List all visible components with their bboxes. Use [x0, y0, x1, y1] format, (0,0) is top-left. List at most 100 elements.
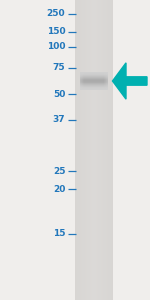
- Bar: [81, 73, 82, 74]
- Bar: [89, 74, 90, 75]
- Bar: [92, 77, 93, 78]
- Bar: [100, 75, 101, 76]
- Bar: [81, 87, 82, 88]
- Bar: [81, 83, 82, 84]
- Bar: [91, 76, 92, 77]
- Bar: [89, 81, 90, 82]
- Bar: [102, 72, 103, 73]
- Bar: [82, 77, 83, 78]
- Bar: [108, 0, 109, 300]
- Bar: [98, 79, 99, 80]
- Bar: [110, 0, 111, 300]
- Bar: [105, 85, 106, 86]
- Bar: [84, 0, 85, 300]
- Bar: [94, 72, 95, 73]
- Bar: [82, 77, 83, 78]
- Bar: [94, 75, 95, 76]
- Bar: [90, 86, 91, 87]
- Bar: [91, 80, 92, 81]
- Bar: [105, 84, 106, 85]
- Bar: [104, 86, 105, 87]
- Bar: [107, 83, 108, 84]
- Bar: [82, 84, 83, 85]
- Bar: [102, 88, 103, 89]
- Bar: [97, 83, 98, 84]
- Bar: [89, 83, 90, 84]
- Bar: [80, 79, 81, 80]
- Bar: [86, 76, 87, 77]
- Bar: [95, 81, 96, 82]
- Bar: [87, 81, 88, 82]
- Bar: [80, 81, 81, 82]
- Bar: [81, 74, 82, 75]
- Bar: [98, 89, 99, 90]
- Bar: [85, 80, 86, 81]
- Bar: [107, 78, 108, 79]
- Bar: [100, 72, 101, 73]
- Bar: [100, 88, 101, 89]
- Bar: [107, 75, 108, 76]
- Bar: [83, 83, 84, 84]
- Bar: [107, 84, 108, 85]
- Bar: [84, 84, 85, 85]
- Text: 20: 20: [53, 184, 65, 194]
- Bar: [81, 81, 82, 82]
- Bar: [104, 87, 105, 88]
- Bar: [94, 89, 95, 90]
- Bar: [80, 86, 81, 87]
- Bar: [104, 73, 105, 74]
- Bar: [92, 72, 93, 73]
- Bar: [88, 78, 89, 79]
- Bar: [82, 81, 83, 82]
- Bar: [92, 89, 93, 90]
- Bar: [107, 74, 108, 75]
- Bar: [90, 80, 91, 81]
- Bar: [83, 81, 84, 82]
- Bar: [93, 0, 94, 300]
- Bar: [106, 73, 107, 74]
- Bar: [101, 83, 102, 84]
- Bar: [89, 77, 90, 78]
- Bar: [93, 72, 94, 73]
- Bar: [76, 0, 77, 300]
- Bar: [87, 89, 88, 90]
- Bar: [83, 86, 84, 87]
- Bar: [84, 76, 85, 77]
- Bar: [87, 72, 88, 73]
- Bar: [103, 80, 104, 81]
- Bar: [105, 75, 106, 76]
- Bar: [100, 73, 101, 74]
- Bar: [80, 87, 81, 88]
- Text: 50: 50: [53, 90, 65, 99]
- Bar: [86, 89, 87, 90]
- Bar: [96, 89, 97, 90]
- Bar: [102, 87, 103, 88]
- Bar: [95, 73, 96, 74]
- Bar: [103, 88, 104, 89]
- Bar: [94, 88, 95, 89]
- Bar: [107, 88, 108, 89]
- Bar: [90, 79, 91, 80]
- Bar: [90, 0, 91, 300]
- Bar: [100, 80, 101, 81]
- Bar: [91, 83, 92, 84]
- Bar: [106, 0, 107, 300]
- Bar: [82, 86, 83, 87]
- Bar: [93, 76, 94, 77]
- Bar: [96, 0, 97, 300]
- Bar: [91, 87, 92, 88]
- Bar: [101, 76, 102, 77]
- Bar: [80, 74, 81, 75]
- Bar: [100, 74, 101, 75]
- Bar: [94, 80, 95, 81]
- Bar: [89, 82, 90, 83]
- Bar: [84, 89, 85, 90]
- Bar: [85, 79, 86, 80]
- Bar: [81, 80, 82, 81]
- Bar: [77, 0, 78, 300]
- Bar: [88, 0, 89, 300]
- Bar: [97, 85, 98, 86]
- Bar: [104, 84, 105, 85]
- Bar: [106, 83, 107, 84]
- Bar: [96, 88, 97, 89]
